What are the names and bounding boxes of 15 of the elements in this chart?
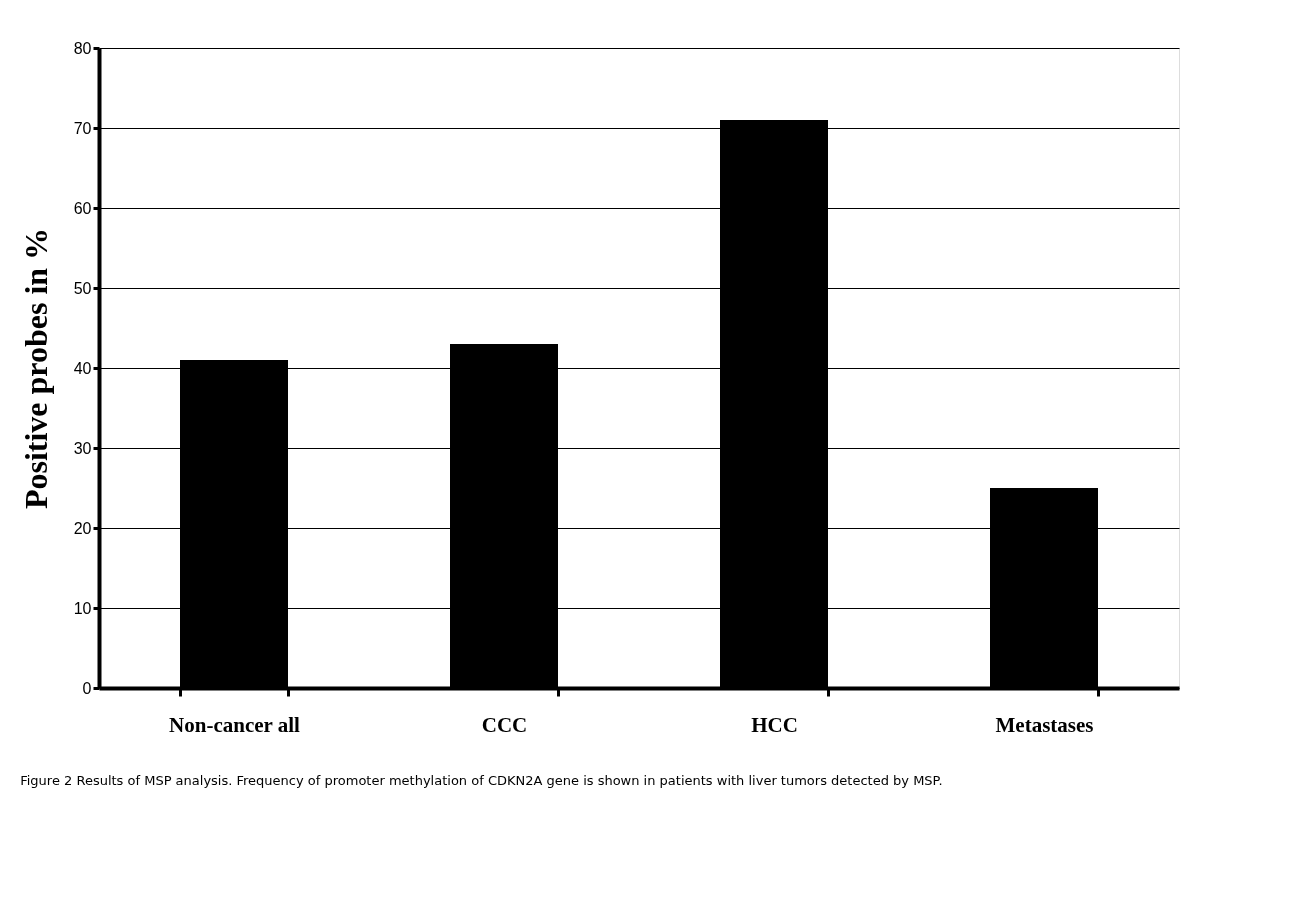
x-tick-label: CCC <box>481 712 528 737</box>
caption: Figure 2 Results of MSP analysis. Frequency of promoter methylation of CDKN2A gene is shown in patients with liver tumors detected by MSP. <box>20 773 943 788</box>
y-tick-label: 80 <box>73 39 92 57</box>
y-tick-label: 20 <box>73 519 92 537</box>
y-tick-label: 0 <box>82 679 92 697</box>
y-tick-label: 70 <box>73 119 92 137</box>
y-tick-label: 50 <box>73 279 92 297</box>
y-tick-label: 10 <box>73 599 92 617</box>
x-tick-label: Metastases <box>995 712 1094 737</box>
x-tick-label: HCC <box>751 712 798 737</box>
y-tick-label: 30 <box>73 439 92 457</box>
y-tick-label: 60 <box>73 199 92 217</box>
y-axis-title: Positive probes in % <box>17 227 54 510</box>
x-tick-label: Non-cancer all <box>169 712 301 737</box>
y-tick-label: 40 <box>73 359 92 377</box>
